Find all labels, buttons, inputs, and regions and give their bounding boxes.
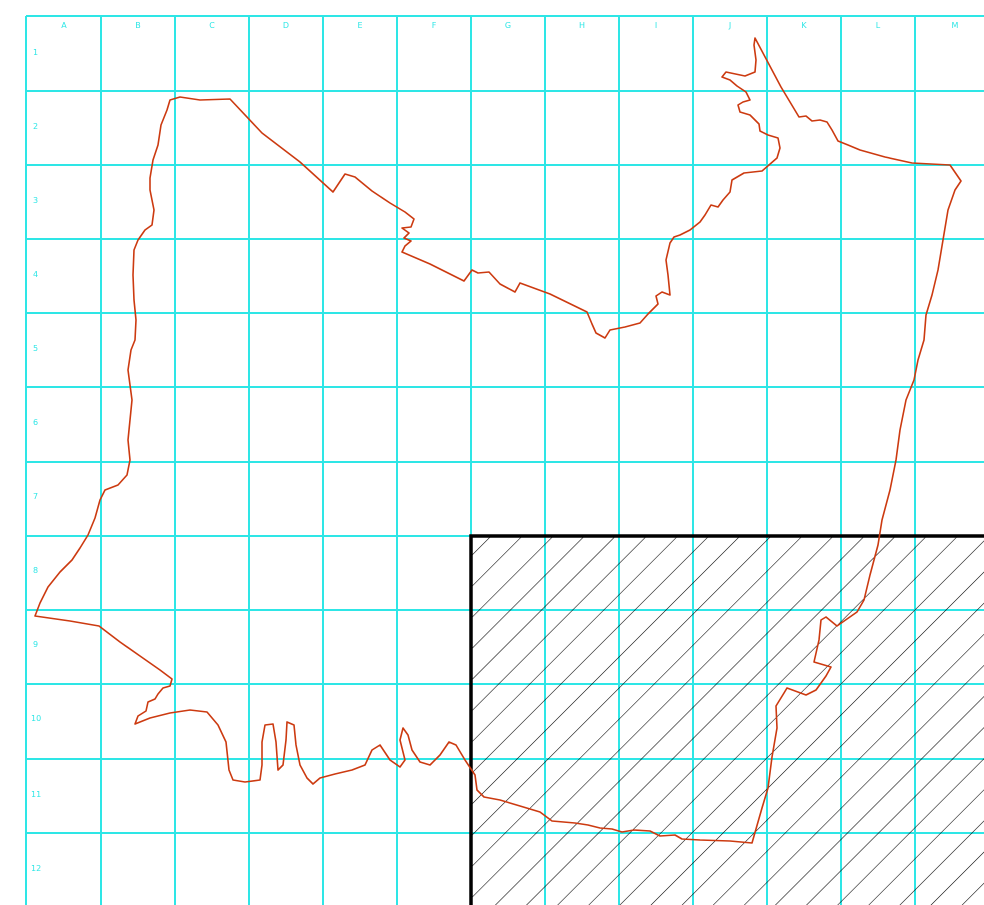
row-label: 5 bbox=[33, 344, 38, 353]
column-labels: A B C D E F G H I J K L M bbox=[61, 21, 958, 30]
column-label: D bbox=[283, 21, 289, 30]
column-label: I bbox=[655, 21, 657, 30]
column-label: L bbox=[876, 21, 881, 30]
column-label: E bbox=[357, 21, 362, 30]
row-label: 12 bbox=[31, 864, 41, 873]
hatch-border bbox=[469, 534, 984, 905]
column-label: B bbox=[135, 21, 141, 30]
row-label: 6 bbox=[33, 418, 38, 427]
row-label: 7 bbox=[33, 492, 38, 501]
hatched-region bbox=[469, 534, 984, 905]
row-label: 4 bbox=[33, 270, 38, 279]
row-label: 2 bbox=[33, 122, 38, 131]
column-label: K bbox=[801, 21, 807, 30]
column-label: G bbox=[505, 21, 511, 30]
column-label: F bbox=[432, 21, 437, 30]
hatch-fill bbox=[471, 536, 984, 905]
row-labels: 1 2 3 4 5 6 7 8 9 10 11 12 bbox=[31, 48, 41, 873]
boundary-line bbox=[34, 37, 962, 844]
row-label: 1 bbox=[33, 48, 38, 57]
row-label: 10 bbox=[31, 714, 41, 723]
column-label: A bbox=[61, 21, 67, 30]
row-label: 3 bbox=[33, 196, 38, 205]
row-label: 8 bbox=[33, 566, 38, 575]
column-label: C bbox=[209, 21, 215, 30]
column-label: J bbox=[728, 21, 731, 30]
column-label: H bbox=[579, 21, 585, 30]
row-label: 11 bbox=[31, 790, 41, 799]
row-label: 9 bbox=[33, 640, 38, 649]
column-label: M bbox=[952, 21, 959, 30]
